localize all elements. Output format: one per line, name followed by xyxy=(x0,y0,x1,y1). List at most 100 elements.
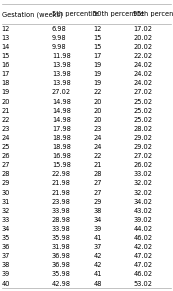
Text: 18.98: 18.98 xyxy=(52,135,71,141)
Text: 14: 14 xyxy=(2,44,10,50)
Text: 14.98: 14.98 xyxy=(52,99,71,104)
Text: 32: 32 xyxy=(2,208,10,214)
Text: 13.98: 13.98 xyxy=(52,80,71,86)
Text: 39: 39 xyxy=(2,272,10,277)
Text: 39.02: 39.02 xyxy=(133,217,152,223)
Text: 42.98: 42.98 xyxy=(52,281,71,287)
Text: 24: 24 xyxy=(93,144,102,150)
Text: 33.98: 33.98 xyxy=(52,208,71,214)
Text: 23: 23 xyxy=(93,126,102,132)
Text: 38: 38 xyxy=(93,208,102,214)
Text: 25: 25 xyxy=(2,144,10,150)
Text: 19: 19 xyxy=(93,71,102,77)
Text: 42.02: 42.02 xyxy=(133,244,152,250)
Text: 21: 21 xyxy=(2,108,10,113)
Text: 34.02: 34.02 xyxy=(133,199,152,205)
Text: 11.98: 11.98 xyxy=(52,53,71,59)
Text: 39: 39 xyxy=(93,226,102,232)
Text: 6.98: 6.98 xyxy=(52,26,67,32)
Text: 30: 30 xyxy=(2,189,10,196)
Text: 29: 29 xyxy=(93,199,102,205)
Text: 46.02: 46.02 xyxy=(133,272,152,277)
Text: 27.02: 27.02 xyxy=(133,153,152,159)
Text: 19: 19 xyxy=(93,62,102,68)
Text: 24.02: 24.02 xyxy=(133,80,152,86)
Text: 38: 38 xyxy=(2,262,10,268)
Text: 15.98: 15.98 xyxy=(52,162,71,168)
Text: 47.02: 47.02 xyxy=(133,262,152,268)
Text: 35.98: 35.98 xyxy=(52,272,71,277)
Text: 40: 40 xyxy=(2,281,10,287)
Text: 29: 29 xyxy=(2,180,10,187)
Text: 32.02: 32.02 xyxy=(133,189,152,196)
Text: 17: 17 xyxy=(93,53,102,59)
Text: 41: 41 xyxy=(93,272,102,277)
Text: 22.02: 22.02 xyxy=(133,53,152,59)
Text: 23: 23 xyxy=(2,126,10,132)
Text: 20: 20 xyxy=(93,99,102,104)
Text: 16: 16 xyxy=(2,62,10,68)
Text: 20.02: 20.02 xyxy=(133,44,152,50)
Text: 28.02: 28.02 xyxy=(133,126,152,132)
Text: 43.02: 43.02 xyxy=(133,208,152,214)
Text: 42: 42 xyxy=(93,262,102,268)
Text: 22: 22 xyxy=(93,89,102,95)
Text: 29.02: 29.02 xyxy=(133,135,152,141)
Text: 36.98: 36.98 xyxy=(52,253,71,259)
Text: 46.02: 46.02 xyxy=(133,235,152,241)
Text: 48: 48 xyxy=(93,281,102,287)
Text: 34: 34 xyxy=(93,217,102,223)
Text: 22: 22 xyxy=(93,153,102,159)
Text: 35.98: 35.98 xyxy=(52,235,71,241)
Text: 13.98: 13.98 xyxy=(52,71,71,77)
Text: 16.98: 16.98 xyxy=(52,153,71,159)
Text: 13: 13 xyxy=(2,35,10,41)
Text: 37: 37 xyxy=(93,244,102,250)
Text: 20.02: 20.02 xyxy=(133,35,152,41)
Text: 12: 12 xyxy=(93,26,102,32)
Text: 22.98: 22.98 xyxy=(52,171,71,177)
Text: 20: 20 xyxy=(93,108,102,113)
Text: 37: 37 xyxy=(2,253,10,259)
Text: 47.02: 47.02 xyxy=(133,253,152,259)
Text: 36: 36 xyxy=(2,244,10,250)
Text: 17.02: 17.02 xyxy=(133,26,152,32)
Text: 28.98: 28.98 xyxy=(52,217,71,223)
Text: 14.98: 14.98 xyxy=(52,108,71,113)
Text: 53.02: 53.02 xyxy=(133,281,152,287)
Text: 33: 33 xyxy=(2,217,10,223)
Text: 15: 15 xyxy=(93,44,102,50)
Text: 24.02: 24.02 xyxy=(133,71,152,77)
Text: 25.02: 25.02 xyxy=(133,108,152,113)
Text: 19: 19 xyxy=(93,80,102,86)
Text: 28: 28 xyxy=(2,171,10,177)
Text: 21.98: 21.98 xyxy=(52,189,71,196)
Text: 18.98: 18.98 xyxy=(52,144,71,150)
Text: 24.02: 24.02 xyxy=(133,62,152,68)
Text: 23.98: 23.98 xyxy=(52,199,71,205)
Text: 18: 18 xyxy=(2,80,10,86)
Text: 15: 15 xyxy=(2,53,10,59)
Text: 13.98: 13.98 xyxy=(52,62,71,68)
Text: 20: 20 xyxy=(2,99,10,104)
Text: 34: 34 xyxy=(2,226,10,232)
Text: 33.98: 33.98 xyxy=(52,226,71,232)
Text: 42: 42 xyxy=(93,253,102,259)
Text: 27.02: 27.02 xyxy=(52,89,71,95)
Text: 20: 20 xyxy=(93,117,102,123)
Text: 27: 27 xyxy=(93,180,102,187)
Text: 25.02: 25.02 xyxy=(133,99,152,104)
Text: 33.02: 33.02 xyxy=(133,171,152,177)
Text: 22: 22 xyxy=(2,117,10,123)
Text: 25.02: 25.02 xyxy=(133,117,152,123)
Text: 29.02: 29.02 xyxy=(133,144,152,150)
Text: 21.98: 21.98 xyxy=(52,180,71,187)
Text: 15: 15 xyxy=(93,35,102,41)
Text: 27: 27 xyxy=(2,162,10,168)
Text: 95th percentile: 95th percentile xyxy=(133,11,173,17)
Text: 28: 28 xyxy=(93,171,102,177)
Text: Gestation (weeks): Gestation (weeks) xyxy=(2,11,62,17)
Text: 12: 12 xyxy=(2,26,10,32)
Text: 44.02: 44.02 xyxy=(133,226,152,232)
Text: 27: 27 xyxy=(93,189,102,196)
